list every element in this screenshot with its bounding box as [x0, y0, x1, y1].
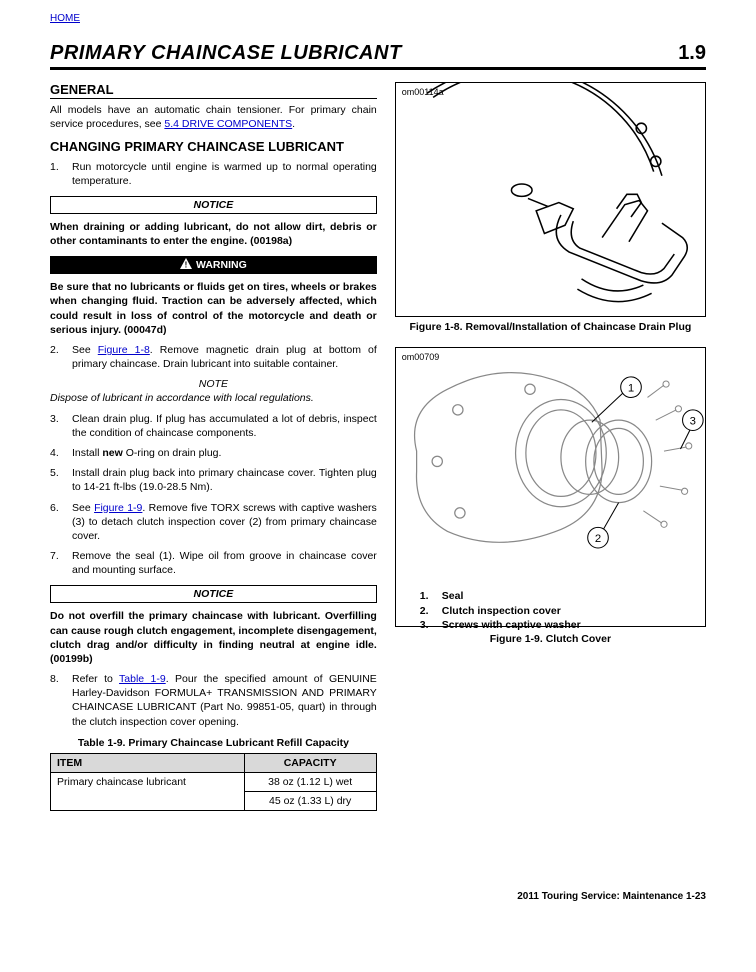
- svg-text:!: !: [185, 261, 188, 270]
- step-7: 7.Remove the seal (1). Wipe oil from gro…: [50, 549, 377, 577]
- table-val1: 38 oz (1.12 L) wet: [244, 772, 376, 791]
- figure-1-9-legend: 1.Seal 2.Clutch inspection cover 3.Screw…: [420, 589, 705, 633]
- right-column: om00114a Figure: [395, 82, 706, 811]
- general-intro: All models have an automatic chain tensi…: [50, 103, 377, 131]
- step-3-text: Clean drain plug. If plug has accumulate…: [72, 412, 377, 440]
- legend-3: Screws with captive washer: [442, 618, 581, 633]
- table-caption: Table 1-9. Primary Chaincase Lubricant R…: [50, 737, 377, 749]
- left-column: GENERAL All models have an automatic cha…: [50, 82, 377, 811]
- notice-label-1: NOTICE: [51, 197, 376, 213]
- capacity-table: ITEM CAPACITY Primary chaincase lubrican…: [50, 753, 377, 811]
- step-4-text: Install new O-ring on drain plug.: [72, 446, 377, 460]
- figure-1-9-box: om00709: [395, 347, 706, 627]
- figure-1-8-code: om00114a: [402, 87, 444, 97]
- warning-box: ! WARNING: [50, 256, 377, 274]
- figure-1-9-code: om00709: [402, 352, 440, 362]
- step-6: 6.See Figure 1-9. Remove five TORX screw…: [50, 501, 377, 544]
- step-1: 1.Run motorcycle until engine is warmed …: [50, 160, 377, 188]
- figure-1-9-caption: Figure 1-9. Clutch Cover: [395, 633, 706, 645]
- table-1-9-link[interactable]: Table 1-9: [119, 673, 166, 685]
- step-7-text: Remove the seal (1). Wipe oil from groov…: [72, 549, 377, 577]
- callout-1: 1: [628, 382, 634, 394]
- step-2-text: See Figure 1-8. Remove magnetic drain pl…: [72, 343, 377, 371]
- warning-text: Be sure that no lubricants or fluids get…: [50, 280, 377, 337]
- step-1-text: Run motorcycle until engine is warmed up…: [72, 160, 377, 188]
- warning-label: WARNING: [196, 259, 247, 271]
- drive-components-link[interactable]: 5.4 DRIVE COMPONENTS: [164, 118, 292, 130]
- table-col-capacity: CAPACITY: [244, 753, 376, 772]
- changing-heading: CHANGING PRIMARY CHAINCASE LUBRICANT: [50, 139, 377, 155]
- table-val2: 45 oz (1.33 L) dry: [244, 791, 376, 810]
- step-5-text: Install drain plug back into primary cha…: [72, 466, 377, 494]
- step-6-text: See Figure 1-9. Remove five TORX screws …: [72, 501, 377, 544]
- notice-box-2: NOTICE: [50, 585, 377, 603]
- page-title: PRIMARY CHAINCASE LUBRICANT: [50, 42, 402, 65]
- notice-box-1: NOTICE: [50, 196, 377, 214]
- figure-1-8-svg: [396, 83, 705, 318]
- note-text: Dispose of lubricant in accordance with …: [50, 391, 377, 405]
- callout-3: 3: [689, 415, 695, 427]
- step-5: 5.Install drain plug back into primary c…: [50, 466, 377, 494]
- figure-1-8-link[interactable]: Figure 1-8: [98, 344, 150, 356]
- general-intro-end: .: [292, 118, 295, 130]
- figure-1-9-link[interactable]: Figure 1-9: [94, 502, 142, 514]
- step-8: 8.Refer to Table 1-9. Pour the specified…: [50, 672, 377, 729]
- step-8-text: Refer to Table 1-9. Pour the specified a…: [72, 672, 377, 729]
- table-item-cell: Primary chaincase lubricant: [51, 772, 245, 810]
- legend-1: Seal: [442, 589, 464, 604]
- section-number: 1.9: [678, 42, 706, 65]
- notice-text-1: When draining or adding lubricant, do no…: [50, 220, 377, 248]
- step-3: 3.Clean drain plug. If plug has accumula…: [50, 412, 377, 440]
- home-link[interactable]: HOME: [50, 13, 80, 24]
- callout-2: 2: [595, 533, 601, 545]
- figure-1-9-svg: 1 2 3: [396, 348, 705, 585]
- figure-1-8-caption: Figure 1-8. Removal/Installation of Chai…: [395, 321, 706, 333]
- step-4: 4.Install new O-ring on drain plug.: [50, 446, 377, 460]
- note-label: NOTE: [50, 377, 377, 391]
- step-2: 2.See Figure 1-8. Remove magnetic drain …: [50, 343, 377, 371]
- page-footer: 2011 Touring Service: Maintenance 1-23: [50, 891, 706, 902]
- page-title-row: PRIMARY CHAINCASE LUBRICANT 1.9: [50, 42, 706, 70]
- legend-2: Clutch inspection cover: [442, 604, 561, 619]
- figure-1-8-box: om00114a: [395, 82, 706, 317]
- notice-label-2: NOTICE: [51, 586, 376, 602]
- notice-text-2: Do not overfill the primary chaincase wi…: [50, 609, 377, 666]
- warning-icon: !: [180, 258, 192, 272]
- table-col-item: ITEM: [51, 753, 245, 772]
- general-heading: GENERAL: [50, 82, 377, 99]
